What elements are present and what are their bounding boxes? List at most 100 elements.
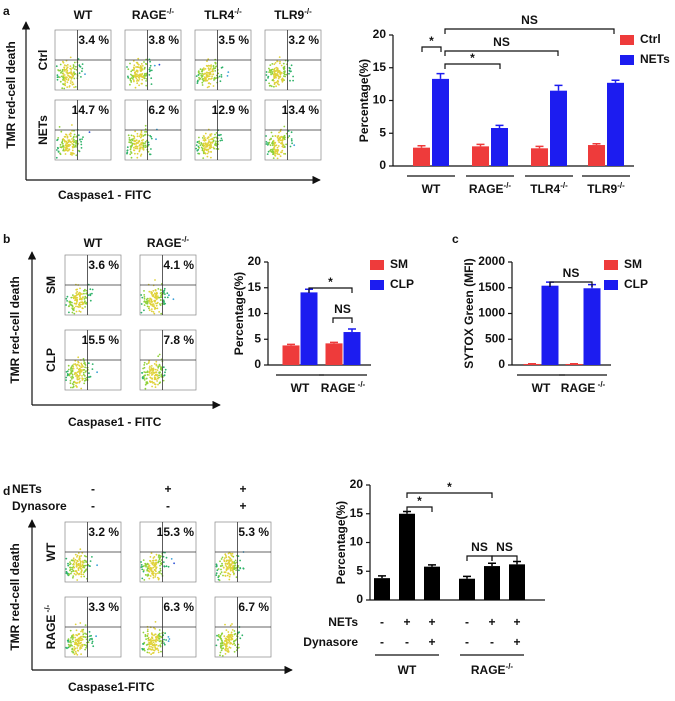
flow-dot [143,134,146,136]
flow-dot [148,290,151,293]
flow-dot [145,75,147,77]
flow-dot [154,306,157,309]
significance-label: * [328,275,333,289]
flow-dot [83,575,86,578]
flow-dot [150,365,153,367]
flow-dot [132,66,135,69]
flow-dot [84,288,86,291]
flow-dot [72,365,75,368]
flow-dot [68,140,70,143]
flow-dot [198,136,200,139]
flow-dot [149,556,152,558]
flow-dot [146,305,149,308]
flow-dot [74,642,77,644]
row-label-main: WT [44,542,58,561]
flow-dot [70,141,72,144]
flow-dot [71,301,73,304]
flow-dot [279,60,281,63]
flow-dot [152,367,155,370]
flow-dot [200,142,203,144]
flow-dot [159,303,161,305]
x-tick-label-main: RAGE [321,381,356,395]
flow-dot [283,125,286,128]
flow-dot [215,564,218,567]
flow-dot [223,642,225,644]
flow-dot [154,289,157,292]
flow-dot [276,74,279,76]
flow-dot [159,572,161,574]
flow-dot [270,148,272,151]
flow-dot [164,368,167,371]
flow-dot [76,363,79,366]
flow-dot [83,362,85,365]
flow-dot [143,641,146,644]
x-tick-label: WT [291,381,310,395]
bar [472,146,489,166]
flow-dot [69,629,72,632]
flow-dot [205,64,208,67]
flow-dot [157,365,160,368]
flow-dot [76,560,79,563]
flow-dot [211,137,214,140]
flow-dot [149,134,152,137]
significance-bracket [466,555,493,561]
flow-dot [151,648,154,651]
flow-dot [150,69,153,72]
flow-dot [75,303,77,305]
flow-dot [217,576,220,578]
flow-dot [223,560,226,563]
percentage-label: 3.3 % [88,600,119,614]
flow-dot [165,565,168,568]
flow-dot [136,147,139,150]
flow-dot [159,644,162,647]
flow-dot [69,153,72,156]
flow-dot [62,149,65,152]
flow-dot [149,575,152,577]
flow-dot [73,653,76,656]
flow-dot [83,292,85,295]
flow-dot [82,369,84,371]
flow-dot [65,371,68,373]
flow-dot [150,552,153,554]
y-tick-label: 0 [379,158,386,172]
flow-dot [65,68,68,71]
flow-dot [272,73,275,76]
flow-dot [75,65,77,68]
flow-dot [214,143,216,146]
flow-dot [280,135,283,138]
flow-dot [91,638,93,641]
flow-dot [231,555,234,557]
flow-dot [279,155,282,158]
flow-dot [275,81,278,83]
flow-dot [80,76,82,78]
flow-dot [279,62,281,65]
flow-dot [73,133,76,136]
flow-dot [71,375,74,378]
flow-dot [143,371,146,373]
flow-dot [153,649,156,652]
flow-dot [220,649,223,652]
flow-dot [75,364,77,366]
flow-dot [82,296,84,298]
flow-dot [145,638,148,640]
flow-dot [73,152,75,155]
flow-dot [148,309,151,312]
flow-dot [133,80,135,83]
flow-dot [71,308,74,311]
flow-dot [137,74,140,77]
flow-dot [72,294,74,296]
flow-dot [199,144,202,147]
flow-dot [219,573,222,575]
flow-dot [91,363,94,365]
x-tick-label: TLR9-/- [587,181,625,197]
flow-dot [206,152,209,155]
bar [583,288,601,365]
flow-dot [96,564,98,567]
flow-dot [87,376,90,378]
flow-dot [209,134,212,137]
flow-dot [126,149,129,152]
flow-dot [96,371,98,374]
flow-dot [132,60,135,62]
flow-dot [153,300,156,303]
y-tick-label: 0 [254,357,261,371]
